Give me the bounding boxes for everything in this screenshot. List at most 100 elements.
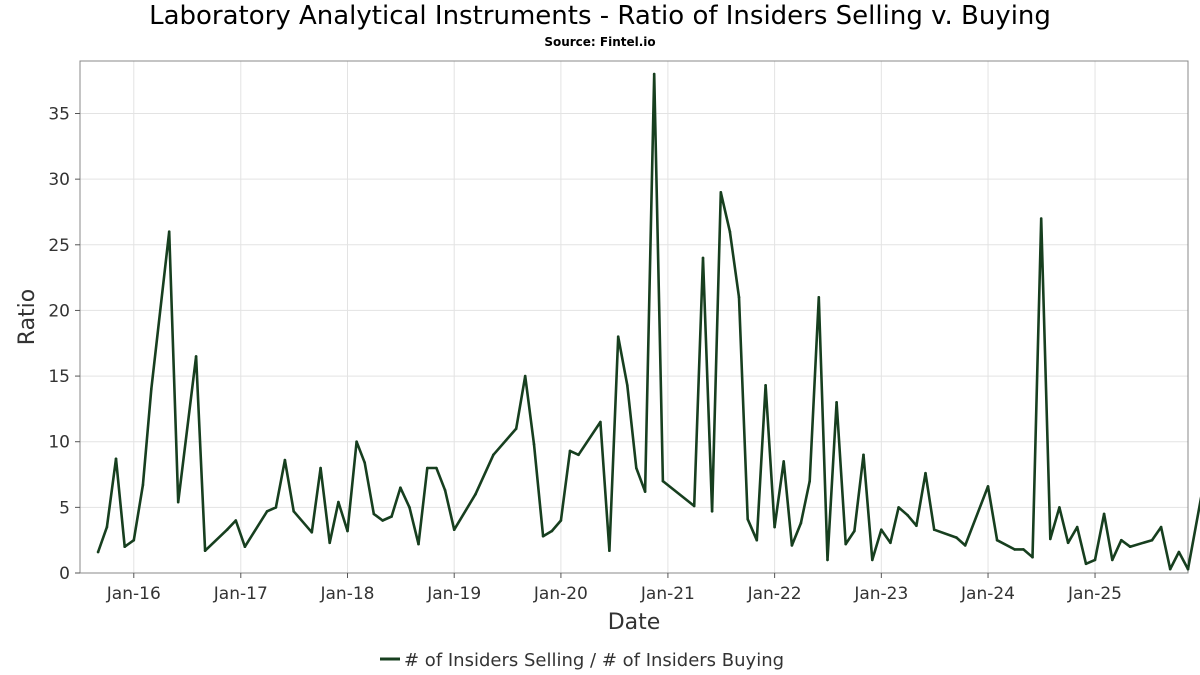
data-point xyxy=(390,515,393,518)
y-tick-label: 0 xyxy=(59,564,70,584)
data-point xyxy=(283,458,287,462)
y-tick-label: 30 xyxy=(48,170,70,190)
data-point xyxy=(568,449,572,453)
data-point xyxy=(167,230,171,233)
data-point xyxy=(532,443,536,446)
data-point xyxy=(1111,558,1114,562)
data-point xyxy=(635,466,638,470)
data-point xyxy=(381,519,384,522)
data-point xyxy=(363,461,367,465)
y-tick-label: 10 xyxy=(48,433,70,453)
x-tick-label: Jan-18 xyxy=(320,584,375,604)
data-point xyxy=(492,453,495,457)
data-point xyxy=(1102,512,1106,516)
data-point xyxy=(915,524,918,527)
data-point xyxy=(243,545,247,548)
data-point xyxy=(608,549,611,552)
data-point xyxy=(986,485,990,488)
data-point xyxy=(737,296,741,299)
y-tick-label: 35 xyxy=(48,105,70,125)
data-point xyxy=(1039,217,1043,220)
data-point xyxy=(443,489,447,492)
data-point xyxy=(906,513,909,517)
data-point xyxy=(1128,545,1132,548)
y-tick-label: 25 xyxy=(48,236,70,256)
y-tick-label: 15 xyxy=(48,367,70,387)
data-point xyxy=(319,466,322,470)
data-point xyxy=(1177,550,1181,554)
data-point xyxy=(853,529,856,533)
data-point xyxy=(114,457,118,461)
data-point xyxy=(1150,538,1154,542)
x-tick-label: Jan-16 xyxy=(106,584,161,604)
data-point xyxy=(728,230,732,233)
data-point xyxy=(1022,548,1025,551)
data-point xyxy=(577,453,580,457)
data-point xyxy=(773,525,776,529)
data-point xyxy=(514,427,518,430)
data-point xyxy=(826,558,829,562)
data-point xyxy=(995,538,999,542)
axis-ticks: 0 5 10 15 20 25 30 35 Jan-16 Jan-17 Jan-18 Jan-19 Ja… xyxy=(48,105,1122,604)
data-point xyxy=(790,544,794,547)
data-point xyxy=(1159,525,1163,529)
data-point xyxy=(474,492,477,496)
data-point xyxy=(932,528,936,531)
data-point xyxy=(435,466,438,470)
data-point xyxy=(96,550,100,554)
data-point xyxy=(310,531,314,534)
data-point xyxy=(452,528,456,531)
data-point xyxy=(523,374,527,378)
data-point xyxy=(559,519,563,522)
y-tick-label: 5 xyxy=(59,498,70,518)
x-tick-label: Jan-21 xyxy=(640,584,695,604)
data-point xyxy=(1013,548,1016,551)
data-point xyxy=(1120,538,1123,542)
data-point xyxy=(123,545,126,548)
data-point xyxy=(1168,567,1172,571)
data-point xyxy=(782,460,785,463)
x-tick-label: Jan-25 xyxy=(1067,584,1122,604)
data-point xyxy=(132,538,136,542)
x-tick-label: Jan-17 xyxy=(213,584,268,604)
x-tick-label: Jan-24 xyxy=(960,584,1015,604)
data-point xyxy=(955,536,958,539)
data-point xyxy=(265,510,269,513)
data-point xyxy=(274,506,278,509)
data-point xyxy=(541,534,545,538)
data-point xyxy=(1186,567,1190,571)
data-point xyxy=(225,528,229,531)
data-point xyxy=(550,529,554,533)
data-point xyxy=(346,529,349,533)
data-point xyxy=(141,483,145,487)
data-point xyxy=(880,528,883,531)
legend-label: # of Insiders Selling / # of Insiders Bu… xyxy=(404,650,784,671)
data-point xyxy=(1075,525,1079,529)
data-point xyxy=(808,479,811,483)
x-tick-label: Jan-22 xyxy=(747,584,802,604)
data-point xyxy=(924,471,927,475)
data-point xyxy=(755,538,759,542)
x-tick-label: Jan-23 xyxy=(853,584,908,604)
series-line xyxy=(96,72,1200,571)
data-point xyxy=(897,506,900,509)
data-point xyxy=(643,490,647,493)
data-point xyxy=(599,420,602,424)
data-point xyxy=(328,541,332,545)
data-point xyxy=(292,510,296,513)
data-point xyxy=(1084,562,1088,566)
data-point xyxy=(203,549,207,552)
data-point xyxy=(399,486,402,490)
data-point xyxy=(862,453,865,457)
data-point xyxy=(105,525,109,529)
data-point xyxy=(844,542,847,546)
data-point xyxy=(1058,506,1061,509)
data-point xyxy=(799,521,803,525)
chart-subtitle: Source: Fintel.io xyxy=(544,35,656,49)
y-tick-label: 20 xyxy=(48,301,70,321)
legend: # of Insiders Selling / # of Insiders Bu… xyxy=(380,650,784,671)
chart-title: Laboratory Analytical Instruments - Rati… xyxy=(149,1,1051,31)
data-point xyxy=(692,504,696,508)
data-point xyxy=(817,296,821,299)
data-point xyxy=(963,544,967,547)
